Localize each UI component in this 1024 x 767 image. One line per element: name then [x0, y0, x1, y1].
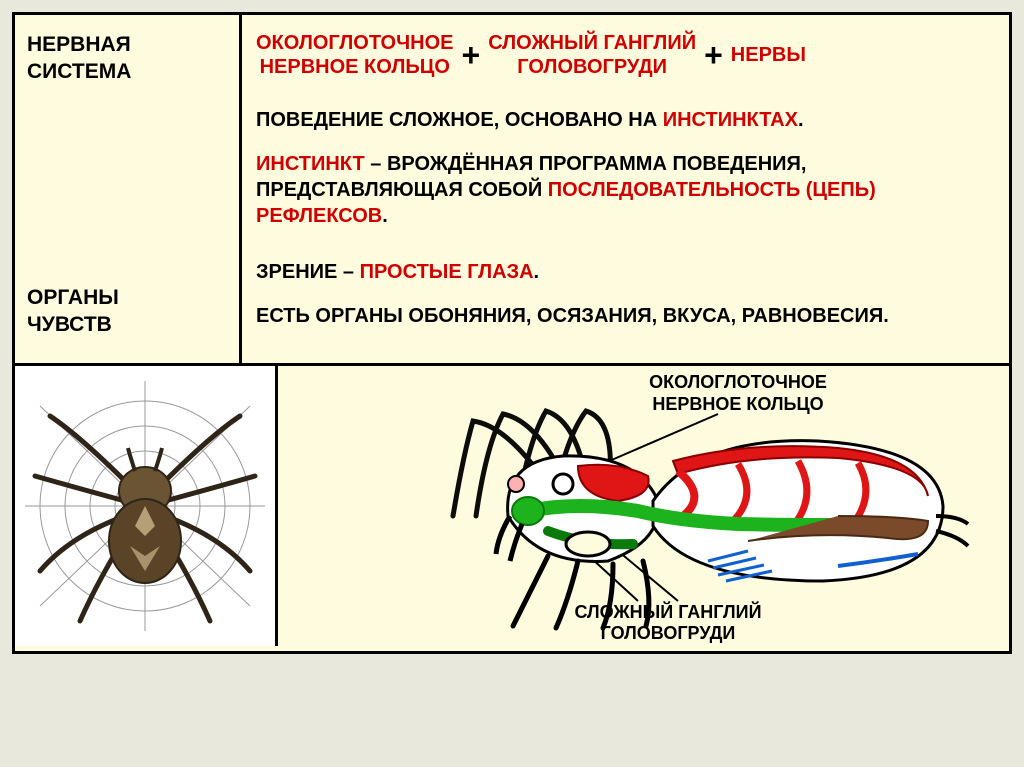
- label-line: НЕРВНОЕ КОЛЬЦО: [652, 394, 823, 414]
- text-run-highlight: ИНСТИНКТ: [256, 153, 365, 175]
- content-column: ОКОЛОГЛОТОЧНОЕ НЕРВНОЕ КОЛЬЦО + СЛОЖНЫЙ …: [242, 15, 1009, 363]
- label-line: СИСТЕМА: [27, 60, 131, 83]
- text-run-highlight: ИНСТИНКТАХ: [663, 109, 798, 131]
- formula-term-2: СЛОЖНЫЙ ГАНГЛИЙ ГОЛОВОГРУДИ: [488, 31, 696, 79]
- label-line: ОРГАНЫ: [27, 286, 119, 309]
- plus-icon: +: [462, 36, 481, 74]
- spider-photo: [15, 366, 278, 646]
- label-sense-organs: ОРГАНЫ ЧУВСТВ: [27, 284, 227, 339]
- nervous-system-formula: ОКОЛОГЛОТОЧНОЕ НЕРВНОЕ КОЛЬЦО + СЛОЖНЫЙ …: [256, 31, 995, 79]
- formula-term-1: ОКОЛОГЛОТОЧНОЕ НЕРВНОЕ КОЛЬЦО: [256, 31, 454, 79]
- label-nervous-system: НЕРВНАЯ СИСТЕМА: [27, 31, 227, 86]
- label-line: СЛОЖНЫЙ ГАНГЛИЙ: [574, 602, 761, 622]
- formula-term-3: НЕРВЫ: [731, 43, 806, 67]
- text-run-highlight: ПРОСТЫЕ ГЛАЗА: [360, 261, 534, 283]
- label-ganglion: СЛОЖНЫЙ ГАНГЛИЙ ГОЛОВОГРУДИ: [538, 602, 798, 645]
- label-line: ЧУВСТВ: [27, 313, 112, 336]
- term-line: ОКОЛОГЛОТОЧНОЕ: [256, 32, 454, 54]
- paragraph-behavior: ПОВЕДЕНИЕ СЛОЖНОЕ, ОСНОВАНО НА ИНСТИНКТА…: [256, 107, 995, 133]
- label-nerve-ring: ОКОЛОГЛОТОЧНОЕ НЕРВНОЕ КОЛЬЦО: [608, 372, 868, 415]
- text-run: .: [534, 261, 540, 283]
- main-table: НЕРВНАЯ СИСТЕМА ОРГАНЫ ЧУВСТВ ОКОЛОГЛОТО…: [12, 12, 1012, 654]
- text-section: НЕРВНАЯ СИСТЕМА ОРГАНЫ ЧУВСТВ ОКОЛОГЛОТО…: [15, 15, 1009, 366]
- label-line: НЕРВНАЯ: [27, 33, 131, 56]
- text-run: ЗРЕНИЕ –: [256, 261, 360, 283]
- term-line: СЛОЖНЫЙ ГАНГЛИЙ: [488, 32, 696, 54]
- label-line: ГОЛОВОГРУДИ: [601, 623, 736, 643]
- label-line: ОКОЛОГЛОТОЧНОЕ: [649, 372, 827, 392]
- term-line: НЕРВНОЕ КОЛЬЦО: [260, 56, 450, 78]
- paragraph-senses: ЕСТЬ ОРГАНЫ ОБОНЯНИЯ, ОСЯЗАНИЯ, ВКУСА, Р…: [256, 303, 995, 329]
- anatomy-diagram: ОКОЛОГЛОТОЧНОЕ НЕРВНОЕ КОЛЬЦО СЛОЖНЫЙ ГА…: [278, 366, 1009, 651]
- text-run: .: [382, 205, 388, 227]
- image-section: ОКОЛОГЛОТОЧНОЕ НЕРВНОЕ КОЛЬЦО СЛОЖНЫЙ ГА…: [15, 366, 1009, 651]
- paragraph-vision: ЗРЕНИЕ – ПРОСТЫЕ ГЛАЗА.: [256, 259, 995, 285]
- row-labels: НЕРВНАЯ СИСТЕМА ОРГАНЫ ЧУВСТВ: [15, 15, 242, 363]
- text-run: ПОВЕДЕНИЕ СЛОЖНОЕ, ОСНОВАНО НА: [256, 109, 663, 131]
- plus-icon: +: [704, 36, 723, 74]
- spider-web-illustration: [20, 376, 270, 636]
- term-line: ГОЛОВОГРУДИ: [517, 56, 667, 78]
- paragraph-instinct: ИНСТИНКТ – ВРОЖДЁННАЯ ПРОГРАММА ПОВЕДЕНИ…: [256, 151, 995, 229]
- text-run: .: [798, 109, 804, 131]
